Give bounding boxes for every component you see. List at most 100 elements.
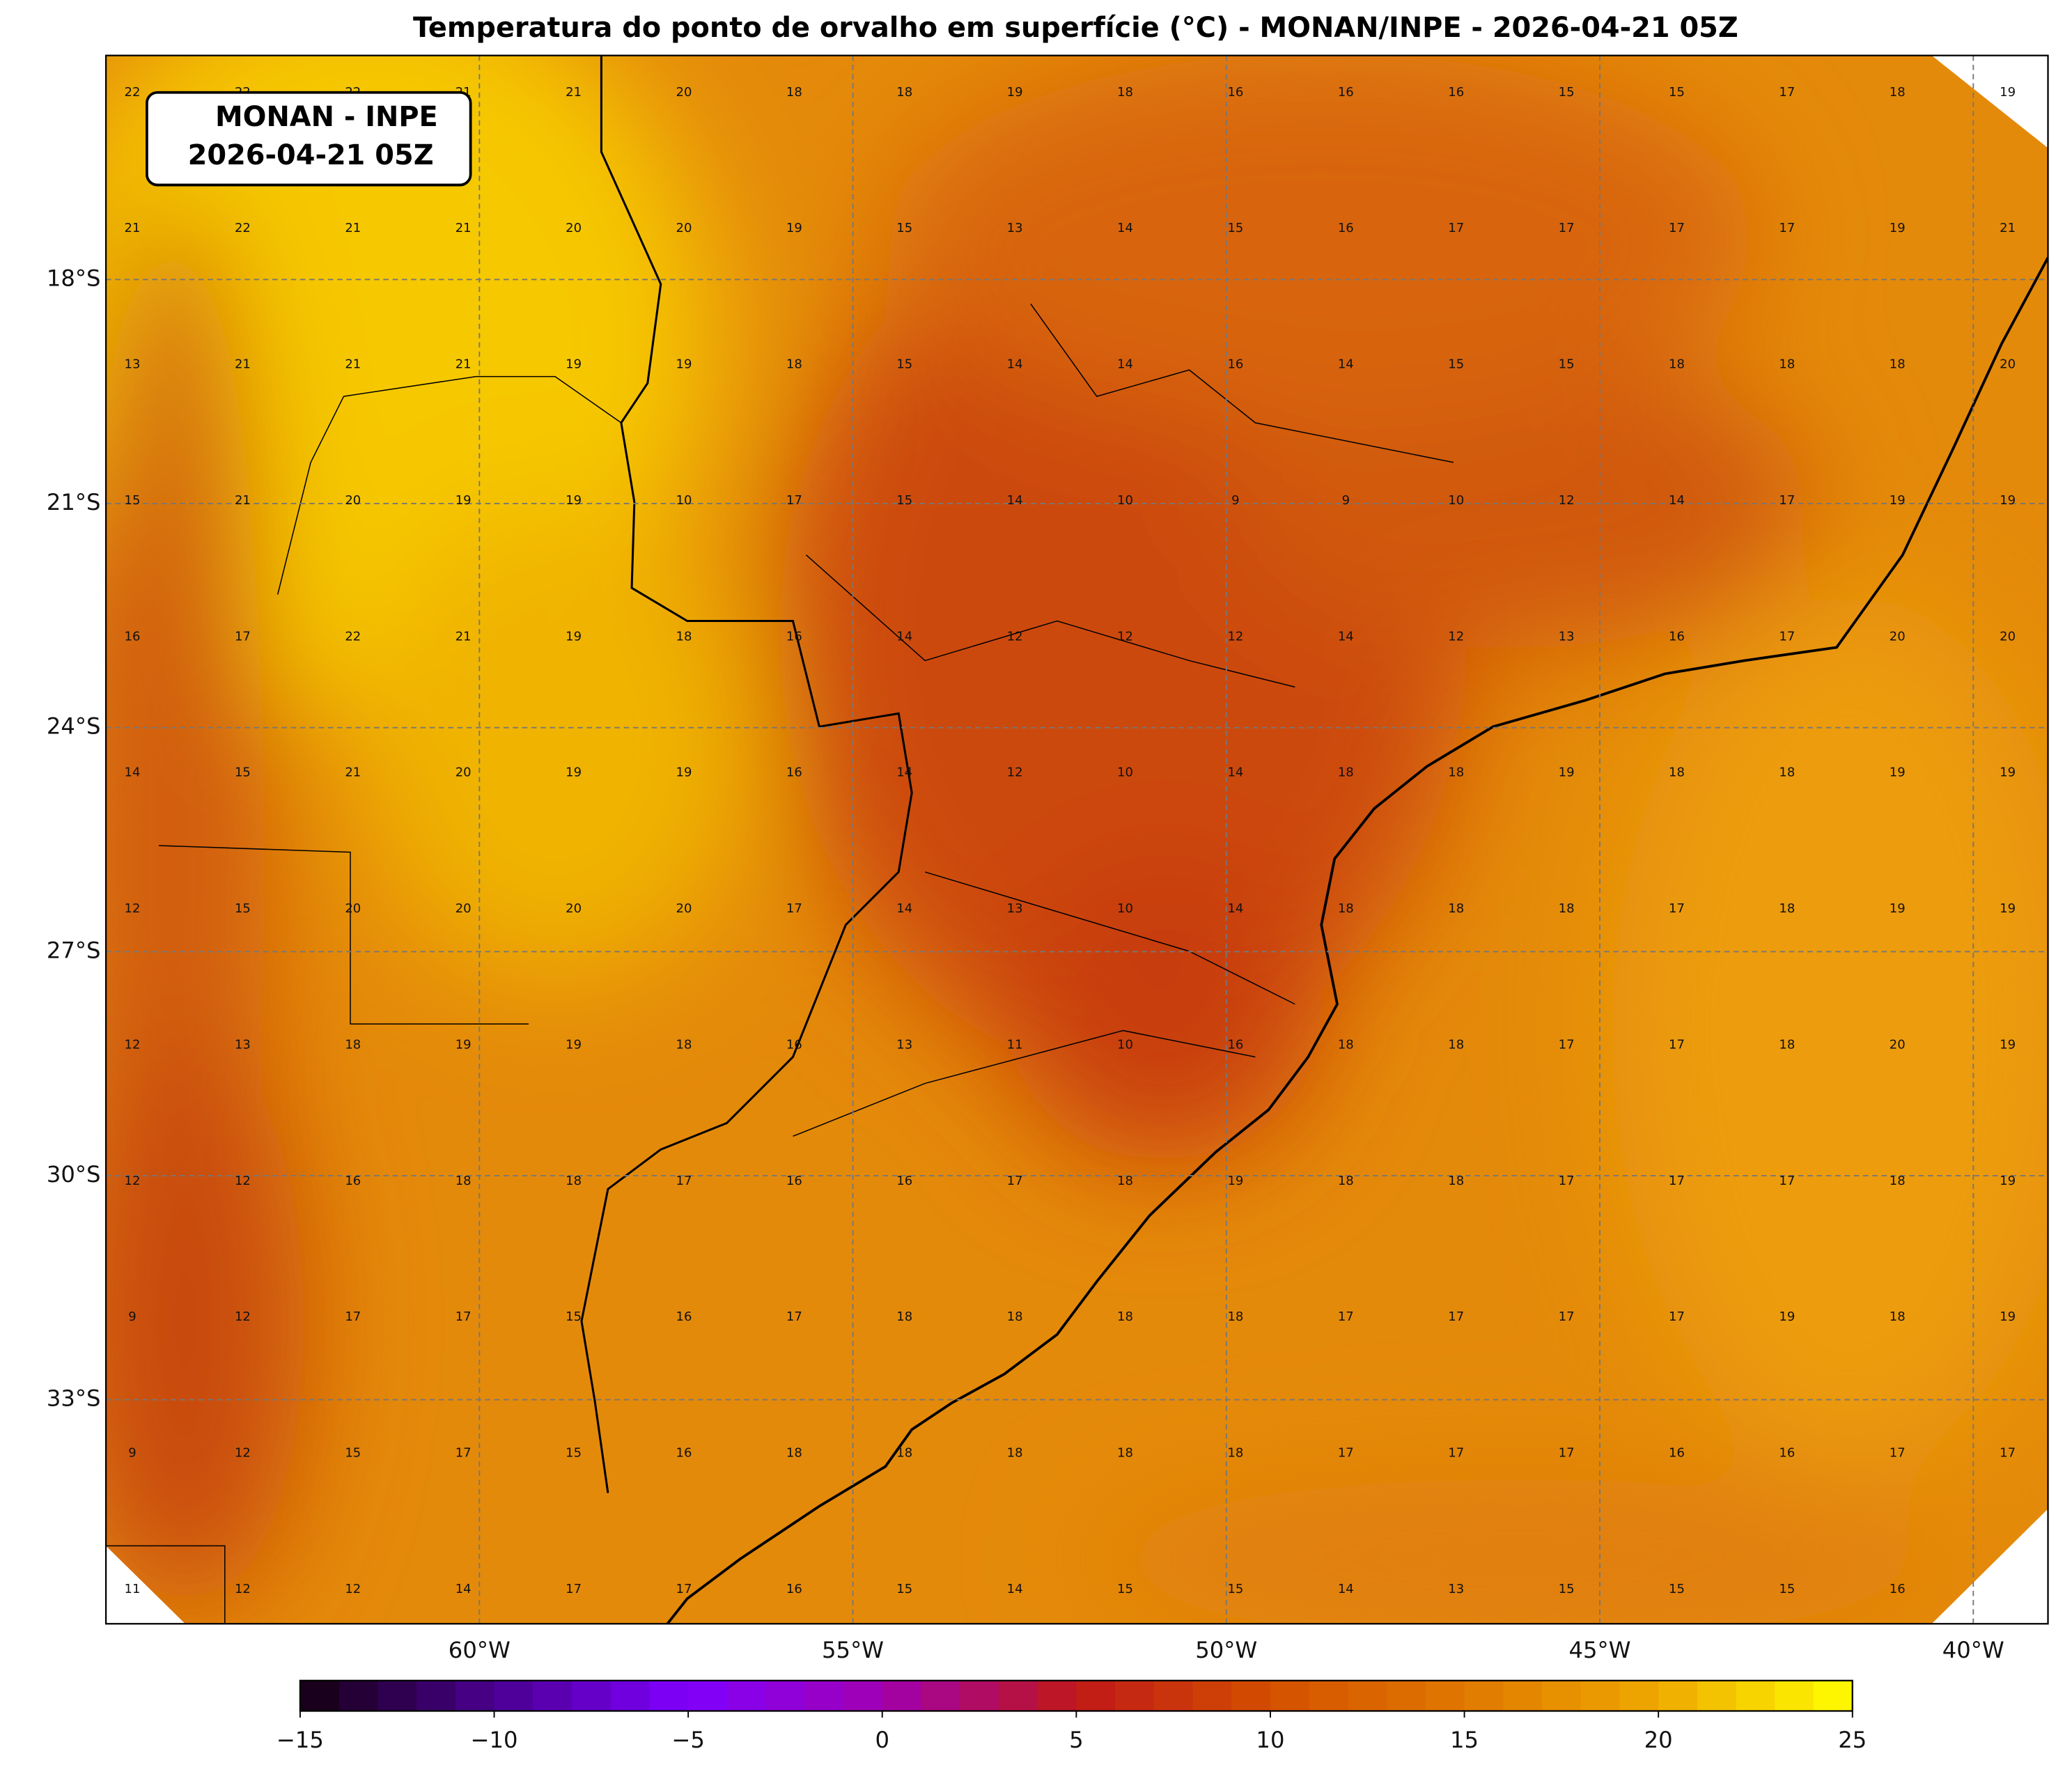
dewpoint-value: 21 bbox=[2000, 221, 2016, 235]
dewpoint-value: 21 bbox=[125, 221, 141, 235]
colorbar-tick-label: −10 bbox=[471, 1727, 518, 1753]
x-tick-label: 50°W bbox=[1195, 1637, 1257, 1663]
dewpoint-value: 19 bbox=[566, 357, 582, 372]
dewpoint-value: 17 bbox=[1559, 1174, 1575, 1188]
dewpoint-value: 18 bbox=[1338, 1037, 1354, 1052]
dewpoint-value: 17 bbox=[1669, 1309, 1685, 1324]
colorbar-segment bbox=[1270, 1680, 1310, 1711]
colorbar-segment bbox=[1580, 1680, 1621, 1711]
dewpoint-value: 17 bbox=[1338, 1446, 1354, 1461]
graticule bbox=[106, 55, 2048, 1624]
dewpoint-value: 11 bbox=[125, 1582, 141, 1596]
dewpoint-value: 19 bbox=[1890, 221, 1906, 235]
dewpoint-value: 12 bbox=[1448, 629, 1464, 644]
colorbar-tick-label: 25 bbox=[1838, 1727, 1867, 1753]
dewpoint-value: 15 bbox=[1669, 1582, 1685, 1596]
colorbar-segment bbox=[960, 1680, 999, 1711]
colorbar-segment bbox=[377, 1680, 418, 1711]
dewpoint-value: 19 bbox=[566, 765, 582, 780]
dewpoint-value: 17 bbox=[1669, 901, 1685, 916]
dewpoint-value: 19 bbox=[566, 493, 582, 508]
y-tick-label: 33°S bbox=[47, 1385, 101, 1412]
dewpoint-value: 18 bbox=[1890, 85, 1906, 100]
dewpoint-value: 22 bbox=[345, 629, 361, 644]
title: Temperatura do ponto de orvalho em super… bbox=[413, 12, 1738, 44]
colorbar-segment bbox=[610, 1680, 651, 1711]
dewpoint-value: 16 bbox=[1669, 1446, 1685, 1461]
dewpoint-value: 21 bbox=[235, 493, 251, 508]
dewpoint-value: 19 bbox=[1559, 765, 1575, 780]
dewpoint-value: 15 bbox=[896, 221, 912, 235]
dewpoint-value: 18 bbox=[786, 357, 802, 372]
dewpoint-value: 12 bbox=[235, 1309, 251, 1324]
y-tick-label: 27°S bbox=[47, 937, 101, 963]
dewpoint-value: 17 bbox=[1779, 1174, 1795, 1188]
dewpoint-value: 17 bbox=[676, 1174, 692, 1188]
dewpoint-value: 17 bbox=[1669, 1174, 1685, 1188]
dewpoint-value: 19 bbox=[455, 493, 472, 508]
y-tick-label: 21°S bbox=[47, 489, 101, 515]
dewpoint-value: 15 bbox=[1559, 1582, 1575, 1596]
dewpoint-value: 12 bbox=[1559, 493, 1575, 508]
dewpoint-value: 17 bbox=[235, 629, 251, 644]
dewpoint-value: 20 bbox=[566, 901, 582, 916]
dewpoint-value: 15 bbox=[896, 357, 912, 372]
dewpoint-value: 10 bbox=[1448, 493, 1464, 508]
dewpoint-value: 14 bbox=[455, 1582, 472, 1596]
dewpoint-value: 16 bbox=[786, 1174, 802, 1188]
dewpoint-value: 16 bbox=[1890, 1582, 1906, 1596]
colorbar-segment bbox=[1076, 1680, 1116, 1711]
x-tick-label: 40°W bbox=[1942, 1637, 2004, 1663]
dewpoint-value: 17 bbox=[1779, 629, 1795, 644]
colorbar-segment bbox=[1387, 1680, 1426, 1711]
dewpoint-value: 17 bbox=[1559, 221, 1575, 235]
dewpoint-value: 16 bbox=[786, 1037, 802, 1052]
dewpoint-value: 17 bbox=[1890, 1446, 1906, 1461]
colorbar-segment bbox=[1503, 1680, 1543, 1711]
dewpoint-value: 21 bbox=[345, 221, 361, 235]
dewpoint-value: 16 bbox=[676, 1446, 692, 1461]
colorbar-segment bbox=[1775, 1680, 1815, 1711]
dewpoint-value: 19 bbox=[1890, 765, 1906, 780]
dewpoint-value: 21 bbox=[455, 629, 472, 644]
dewpoint-value: 12 bbox=[1227, 629, 1243, 644]
dewpoint-value: 16 bbox=[896, 1174, 912, 1188]
dewpoint-value: 15 bbox=[1117, 1582, 1133, 1596]
dewpoint-value: 12 bbox=[1007, 765, 1023, 780]
dewpoint-value: 18 bbox=[1669, 357, 1685, 372]
dewpoint-value: 17 bbox=[455, 1446, 472, 1461]
dewpoint-value: 9 bbox=[1231, 493, 1239, 508]
dewpoint-value: 17 bbox=[1448, 221, 1464, 235]
dewpoint-value: 14 bbox=[1117, 357, 1133, 372]
dewpoint-value: 20 bbox=[1890, 1037, 1906, 1052]
dewpoint-value: 12 bbox=[125, 901, 141, 916]
dewpoint-value: 18 bbox=[345, 1037, 361, 1052]
dewpoint-value: 14 bbox=[1117, 221, 1133, 235]
dewpoint-value: 19 bbox=[2000, 1174, 2016, 1188]
colorbar-segment bbox=[765, 1680, 806, 1711]
dewpoint-value: 13 bbox=[1448, 1582, 1464, 1596]
dewpoint-value: 20 bbox=[566, 221, 582, 235]
map-frame bbox=[104, 54, 2049, 1625]
dewpoint-value: 14 bbox=[1007, 493, 1023, 508]
dewpoint-value: 18 bbox=[1117, 1446, 1133, 1461]
value-labels: 2222222121201818191816161615151718192122… bbox=[125, 85, 2016, 1596]
box-line: MONAN - INPE bbox=[215, 101, 438, 133]
x-tick-label: 55°W bbox=[822, 1637, 884, 1663]
dewpoint-value: 20 bbox=[676, 221, 692, 235]
dewpoint-value: 19 bbox=[455, 1037, 472, 1052]
dewpoint-value: 17 bbox=[1669, 1037, 1685, 1052]
dewpoint-value: 15 bbox=[235, 765, 251, 780]
dewpoint-value: 20 bbox=[676, 85, 692, 100]
colorbar-tick-label: 20 bbox=[1644, 1727, 1673, 1753]
colorbar-segment bbox=[494, 1680, 534, 1711]
dewpoint-value: 17 bbox=[1779, 493, 1795, 508]
dewpoint-value: 18 bbox=[1779, 357, 1795, 372]
dewpoint-value: 12 bbox=[235, 1446, 251, 1461]
dewpoint-value: 13 bbox=[1007, 901, 1023, 916]
dewpoint-value: 15 bbox=[125, 493, 141, 508]
dewpoint-value: 12 bbox=[125, 1037, 141, 1052]
dewpoint-value: 12 bbox=[235, 1174, 251, 1188]
colorbar-tick-label: −15 bbox=[276, 1727, 324, 1753]
